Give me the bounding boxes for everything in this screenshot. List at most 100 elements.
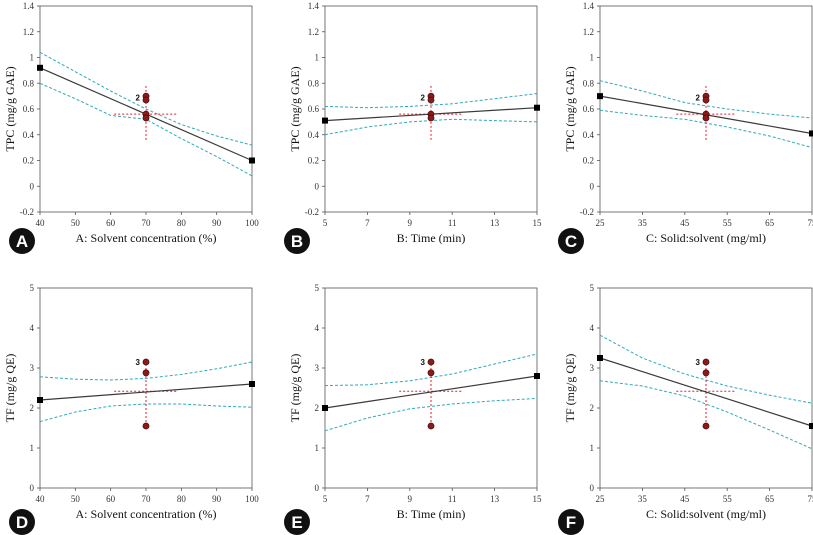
- plot-frame: [599, 287, 813, 489]
- y-tick-label: 1.2: [308, 27, 319, 37]
- data-point: [427, 358, 435, 366]
- replicate-count-label: 3: [421, 358, 426, 367]
- fit-end-marker: [322, 117, 328, 124]
- data-point: [142, 422, 150, 430]
- y-tick-label: 4: [590, 323, 595, 333]
- panel-badge-label: A: [16, 232, 28, 251]
- y-tick-label: 0.8: [23, 78, 35, 88]
- y-tick-label: 1.4: [308, 1, 320, 11]
- x-tick-label: 70: [142, 218, 152, 228]
- fit-end-marker: [809, 423, 813, 429]
- ci-upper-line: [39, 51, 253, 146]
- x-tick-label: 70: [142, 494, 152, 504]
- panel-badge-label: E: [291, 513, 302, 532]
- fit-line: [599, 357, 813, 427]
- ci-lower-line: [599, 380, 813, 450]
- data-point: [702, 369, 710, 377]
- y-tick-label: 3: [315, 363, 320, 373]
- y-axis-label: TF (mg/g QE): [563, 354, 577, 423]
- ci-upper-line: [324, 93, 538, 109]
- x-tick-label: 90: [212, 494, 222, 504]
- y-tick-label: 1: [315, 53, 320, 63]
- ci-upper-line: [599, 80, 813, 119]
- fit-line: [324, 375, 538, 409]
- y-tick-label: 0.2: [23, 156, 34, 166]
- data-point: [702, 96, 710, 104]
- y-tick-label: 0: [315, 181, 320, 191]
- y-tick-label: 5: [315, 283, 320, 293]
- y-tick-label: 0: [30, 483, 35, 493]
- data-point: [702, 422, 710, 430]
- x-tick-label: 40: [36, 494, 46, 504]
- data-point: [427, 114, 435, 122]
- y-tick-label: 1: [590, 53, 595, 63]
- x-axis-label: B: Time (min): [397, 507, 466, 521]
- x-tick-label: 50: [71, 494, 81, 504]
- ci-upper-line: [39, 361, 253, 381]
- y-axis-label: TPC (mg/g GAE): [3, 66, 17, 151]
- x-tick-label: 13: [490, 494, 500, 504]
- y-tick-label: 2: [315, 403, 320, 413]
- y-tick-label: -0.2: [580, 207, 594, 217]
- fit-end-marker: [322, 405, 328, 411]
- x-tick-label: 60: [106, 218, 116, 228]
- x-tick-label: 55: [723, 218, 733, 228]
- chart-panel-b: -0.2 0 0.2 0.4 0.6 0.8 1 1.2 1.4 5 7 9 11 13 15 B: Time…: [284, 1, 542, 254]
- panel-badge-label: C: [565, 232, 577, 251]
- x-tick-label: 5: [323, 494, 328, 504]
- replicate-count-label: 3: [136, 358, 141, 367]
- fit-end-marker: [809, 130, 813, 137]
- panel-badge: [284, 509, 310, 535]
- x-tick-label: 7: [365, 218, 370, 228]
- y-tick-label: 1.4: [23, 1, 35, 11]
- y-axis-label: TPC (mg/g GAE): [288, 66, 302, 151]
- y-tick-label: 2: [30, 403, 35, 413]
- replicate-count-label: 2: [696, 93, 701, 102]
- x-tick-label: 100: [245, 494, 259, 504]
- fit-end-marker: [249, 157, 255, 164]
- data-point: [702, 114, 710, 122]
- fit-end-marker: [597, 93, 603, 100]
- data-point: [142, 369, 150, 377]
- replicate-count-label: 3: [696, 358, 701, 367]
- x-tick-label: 60: [106, 494, 116, 504]
- y-tick-label: 2: [590, 403, 595, 413]
- x-tick-label: 45: [680, 218, 690, 228]
- panel-badge: [558, 509, 584, 535]
- panel-badge-label: B: [291, 232, 303, 251]
- y-tick-label: 1: [30, 443, 35, 453]
- x-tick-label: 13: [490, 218, 500, 228]
- y-tick-label: 1.4: [583, 1, 595, 11]
- y-tick-label: 1: [315, 443, 320, 453]
- data-point: [142, 114, 150, 122]
- x-tick-label: 55: [723, 494, 733, 504]
- y-tick-label: 1: [30, 53, 35, 63]
- x-tick-label: 75: [808, 218, 813, 228]
- x-tick-label: 100: [245, 218, 259, 228]
- y-tick-label: 0.4: [308, 130, 320, 140]
- data-point: [142, 358, 150, 366]
- replicate-count-label: 2: [136, 93, 141, 102]
- fit-end-marker: [37, 397, 43, 403]
- data-point: [142, 96, 150, 104]
- y-tick-label: 0.4: [23, 130, 35, 140]
- y-tick-label: 3: [590, 363, 595, 373]
- x-tick-label: 35: [638, 494, 648, 504]
- y-axis-label: TF (mg/g QE): [288, 354, 302, 423]
- x-tick-label: 9: [408, 218, 413, 228]
- y-tick-label: 1.2: [23, 27, 34, 37]
- x-tick-label: 15: [533, 218, 543, 228]
- y-tick-label: -0.2: [305, 207, 319, 217]
- x-tick-label: 45: [680, 494, 690, 504]
- chart-panel-e: 0 1 2 3 4 5 5 7 9 11 13 15 B: Time (min) TF (mg/g QE)…: [284, 283, 542, 535]
- y-tick-label: 0.2: [583, 156, 594, 166]
- x-axis-label: C: Solid:solvent (mg/ml): [646, 231, 766, 245]
- y-axis-label: TPC (mg/g GAE): [563, 66, 577, 151]
- fit-line: [39, 383, 253, 401]
- x-tick-label: 80: [177, 218, 187, 228]
- panel-badge: [284, 228, 310, 254]
- y-tick-label: 5: [590, 283, 595, 293]
- x-tick-label: 40: [36, 218, 46, 228]
- data-point: [702, 358, 710, 366]
- y-tick-label: 1: [590, 443, 595, 453]
